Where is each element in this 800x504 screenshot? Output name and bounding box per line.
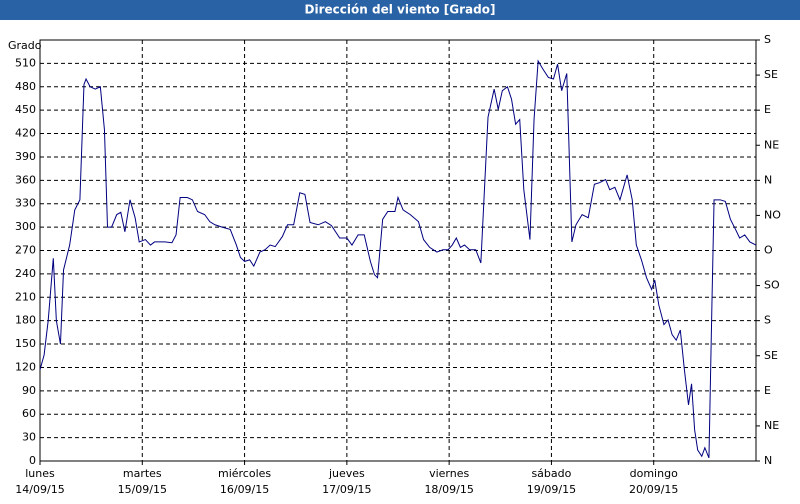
y2-tick-label: SE [764, 68, 778, 81]
y-tick-label: 390 [15, 150, 36, 163]
y-tick-label: 150 [15, 337, 36, 350]
x-tick-date: 18/09/15 [424, 483, 473, 496]
y2-tick-label: S [764, 314, 771, 327]
y-axis-label: Grado [8, 39, 42, 52]
x-tick-label: martes [123, 467, 162, 480]
x-tick-label: miércoles [218, 467, 271, 480]
chart-title: Dirección del viento [Grado] [305, 3, 496, 17]
x-tick-label: domingo [630, 467, 678, 480]
y-tick-label: 90 [22, 384, 36, 397]
y-tick-label: 120 [15, 360, 36, 373]
x-tick-date: 16/09/15 [220, 483, 269, 496]
y2-tick-label: NE [764, 419, 779, 432]
data-line [39, 59, 757, 459]
y-tick-label: 360 [15, 173, 36, 186]
y-tick-label: 30 [22, 431, 36, 444]
x-tick-date: 20/09/15 [629, 483, 678, 496]
y2-tick-label: E [764, 103, 771, 116]
x-tick-label: viernes [429, 467, 469, 480]
y2-tick-label: SE [764, 349, 778, 362]
y-tick-label: 510 [15, 56, 36, 69]
x-tick-date: 17/09/15 [322, 483, 371, 496]
y2-tick-label: NO [764, 208, 781, 221]
y2-tick-label: N [764, 173, 772, 186]
y-tick-label: 300 [15, 220, 36, 233]
y2-tick-label: SO [764, 279, 780, 292]
x-tick-label: lunes [25, 467, 55, 480]
x-tick-date: 15/09/15 [118, 483, 167, 496]
y-tick-label: 0 [29, 454, 36, 467]
x-tick-label: jueves [328, 467, 365, 480]
x-tick-label: sábado [531, 467, 571, 480]
y2-tick-label: NE [764, 138, 779, 151]
x-tick-date: 14/09/15 [15, 483, 64, 496]
y2-tick-label: O [764, 244, 773, 257]
y-tick-label: 180 [15, 314, 36, 327]
y-tick-label: 480 [15, 80, 36, 93]
y-tick-label: 210 [15, 290, 36, 303]
y-tick-label: 450 [15, 103, 36, 116]
x-tick-date: 19/09/15 [527, 483, 576, 496]
y-tick-label: 420 [15, 127, 36, 140]
y2-tick-label: E [764, 384, 771, 397]
y-tick-label: 270 [15, 244, 36, 257]
title-bar [0, 0, 800, 20]
y2-tick-label: S [764, 33, 771, 46]
y-tick-label: 330 [15, 197, 36, 210]
y-tick-label: 240 [15, 267, 36, 280]
y-tick-label: 60 [22, 407, 36, 420]
y2-tick-label: N [764, 454, 772, 467]
